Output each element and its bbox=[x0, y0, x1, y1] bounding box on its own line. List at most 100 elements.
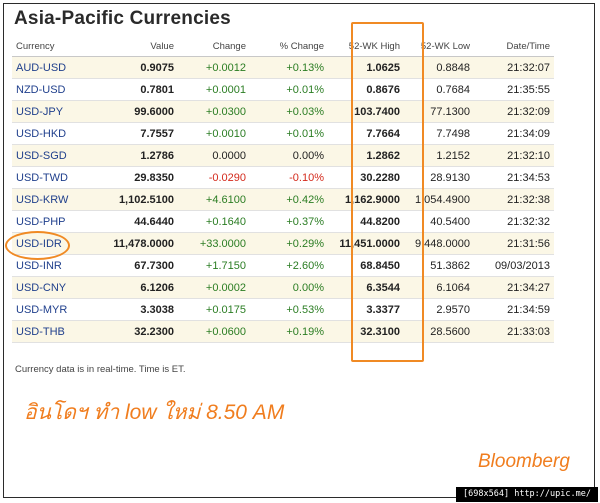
datetime-cell: 21:32:32 bbox=[474, 210, 554, 233]
change-cell: +0.0600 bbox=[178, 320, 250, 343]
value-cell: 6.1206 bbox=[98, 276, 178, 299]
col-52wk-high-header: 52-WK High bbox=[328, 36, 404, 57]
image-frame bbox=[3, 3, 595, 498]
high-52wk-cell: 103.7400 bbox=[328, 100, 404, 123]
highlight-usd-idr-circle bbox=[5, 231, 70, 260]
datetime-cell: 21:35:55 bbox=[474, 78, 554, 101]
low-52wk-cell: 77.1300 bbox=[404, 100, 474, 123]
currency-link[interactable]: USD-TWD bbox=[12, 166, 98, 189]
change-cell: +1.7150 bbox=[178, 254, 250, 277]
col-datetime-header: Date/Time bbox=[474, 36, 554, 57]
high-52wk-cell: 7.7664 bbox=[328, 122, 404, 145]
low-52wk-cell: 2.9570 bbox=[404, 298, 474, 321]
value-cell: 67.7300 bbox=[98, 254, 178, 277]
high-52wk-cell: 44.8200 bbox=[328, 210, 404, 233]
change-cell: +0.0002 bbox=[178, 276, 250, 299]
col-change-header: Change bbox=[178, 36, 250, 57]
change-cell: +4.6100 bbox=[178, 188, 250, 211]
low-52wk-cell: 7.7498 bbox=[404, 122, 474, 145]
pct-change-cell: -0.10% bbox=[250, 166, 328, 189]
highlight-52wk-high-box bbox=[351, 22, 424, 362]
high-52wk-cell: 1,162.9000 bbox=[328, 188, 404, 211]
datetime-cell: 21:34:09 bbox=[474, 122, 554, 145]
value-cell: 32.2300 bbox=[98, 320, 178, 343]
pct-change-cell: 0.00% bbox=[250, 144, 328, 167]
value-cell: 29.8350 bbox=[98, 166, 178, 189]
currency-link[interactable]: USD-KRW bbox=[12, 188, 98, 211]
table-row: USD-INR 67.7300 +1.7150 +2.60% 68.8450 51.386… bbox=[12, 254, 554, 277]
datetime-cell: 21:34:59 bbox=[474, 298, 554, 321]
pct-change-cell: +0.42% bbox=[250, 188, 328, 211]
currency-link[interactable]: USD-CNY bbox=[12, 276, 98, 299]
change-cell: +0.0300 bbox=[178, 100, 250, 123]
value-cell: 1,102.5100 bbox=[98, 188, 178, 211]
table-row: USD-THB 32.2300 +0.0600 +0.19% 32.3100 28.560… bbox=[12, 320, 554, 343]
table-row: USD-TWD 29.8350 -0.0290 -0.10% 30.2280 28.913… bbox=[12, 166, 554, 189]
pct-change-cell: +2.60% bbox=[250, 254, 328, 277]
high-52wk-cell: 32.3100 bbox=[328, 320, 404, 343]
col-52wk-low-header: 52-WK Low bbox=[404, 36, 474, 57]
datetime-cell: 21:33:03 bbox=[474, 320, 554, 343]
pct-change-cell: +0.29% bbox=[250, 232, 328, 255]
value-cell: 99.6000 bbox=[98, 100, 178, 123]
value-cell: 7.7557 bbox=[98, 122, 178, 145]
low-52wk-cell: 28.5600 bbox=[404, 320, 474, 343]
high-52wk-cell: 11,451.0000 bbox=[328, 232, 404, 255]
pct-change-cell: +0.13% bbox=[250, 56, 328, 79]
datetime-cell: 21:31:56 bbox=[474, 232, 554, 255]
change-cell: +0.0175 bbox=[178, 298, 250, 321]
change-cell: +0.0012 bbox=[178, 56, 250, 79]
pct-change-cell: +0.19% bbox=[250, 320, 328, 343]
col-value-header: Value bbox=[98, 36, 178, 57]
change-cell: -0.0290 bbox=[178, 166, 250, 189]
bloomberg-brand: Bloomberg bbox=[478, 451, 570, 472]
low-52wk-cell: 51.3862 bbox=[404, 254, 474, 277]
pct-change-cell: +0.03% bbox=[250, 100, 328, 123]
currency-table: Currency Value Change % Change 52-WK Hig… bbox=[12, 36, 554, 343]
currency-link[interactable]: USD-HKD bbox=[12, 122, 98, 145]
change-cell: +0.1640 bbox=[178, 210, 250, 233]
high-52wk-cell: 3.3377 bbox=[328, 298, 404, 321]
low-52wk-cell: 40.5400 bbox=[404, 210, 474, 233]
low-52wk-cell: 6.1064 bbox=[404, 276, 474, 299]
low-52wk-cell: 9,448.0000 bbox=[404, 232, 474, 255]
currency-link[interactable]: USD-JPY bbox=[12, 100, 98, 123]
datetime-cell: 21:32:10 bbox=[474, 144, 554, 167]
high-52wk-cell: 1.2862 bbox=[328, 144, 404, 167]
table-row: AUD-USD 0.9075 +0.0012 +0.13% 1.0625 0.8848 21… bbox=[12, 56, 554, 79]
currency-link[interactable]: USD-THB bbox=[12, 320, 98, 343]
pct-change-cell: +0.01% bbox=[250, 78, 328, 101]
datetime-cell: 21:34:53 bbox=[474, 166, 554, 189]
table-row: USD-IDR 11,478.0000 +33.0000 +0.29% 11,451.0… bbox=[12, 232, 554, 255]
high-52wk-cell: 68.8450 bbox=[328, 254, 404, 277]
currency-link[interactable]: NZD-USD bbox=[12, 78, 98, 101]
thai-annotation: อินโดฯ ทำ low ใหม่ 8.50 AM bbox=[24, 401, 285, 424]
datetime-cell: 21:32:09 bbox=[474, 100, 554, 123]
currency-link[interactable]: USD-INR bbox=[12, 254, 98, 277]
data-note: Currency data is in real-time. Time is E… bbox=[15, 364, 186, 375]
currency-link[interactable]: USD-MYR bbox=[12, 298, 98, 321]
currency-link[interactable]: AUD-USD bbox=[12, 56, 98, 79]
pct-change-cell: 0.00% bbox=[250, 276, 328, 299]
value-cell: 0.9075 bbox=[98, 56, 178, 79]
change-cell: +0.0001 bbox=[178, 78, 250, 101]
table-row: USD-KRW 1,102.5100 +4.6100 +0.42% 1,162.9000… bbox=[12, 188, 554, 211]
change-cell: 0.0000 bbox=[178, 144, 250, 167]
low-52wk-cell: 1,054.4900 bbox=[404, 188, 474, 211]
table-row: USD-SGD 1.2786 0.0000 0.00% 1.2862 1.2152 21:3… bbox=[12, 144, 554, 167]
table-row: USD-CNY 6.1206 +0.0002 0.00% 6.3544 6.1064 21:… bbox=[12, 276, 554, 299]
table-row: USD-JPY 99.6000 +0.0300 +0.03% 103.7400 77.13… bbox=[12, 100, 554, 123]
image-host-footer: [698x564] http://upic.me/ bbox=[456, 487, 598, 502]
value-cell: 3.3038 bbox=[98, 298, 178, 321]
pct-change-cell: +0.37% bbox=[250, 210, 328, 233]
currency-link[interactable]: USD-SGD bbox=[12, 144, 98, 167]
table-header-row: Currency Value Change % Change 52-WK Hig… bbox=[12, 36, 554, 57]
high-52wk-cell: 1.0625 bbox=[328, 56, 404, 79]
page-title: Asia-Pacific Currencies bbox=[14, 8, 231, 29]
currency-link[interactable]: USD-PHP bbox=[12, 210, 98, 233]
value-cell: 1.2786 bbox=[98, 144, 178, 167]
datetime-cell: 21:32:07 bbox=[474, 56, 554, 79]
table-row: NZD-USD 0.7801 +0.0001 +0.01% 0.8676 0.7684 21… bbox=[12, 78, 554, 101]
change-cell: +0.0010 bbox=[178, 122, 250, 145]
low-52wk-cell: 0.7684 bbox=[404, 78, 474, 101]
